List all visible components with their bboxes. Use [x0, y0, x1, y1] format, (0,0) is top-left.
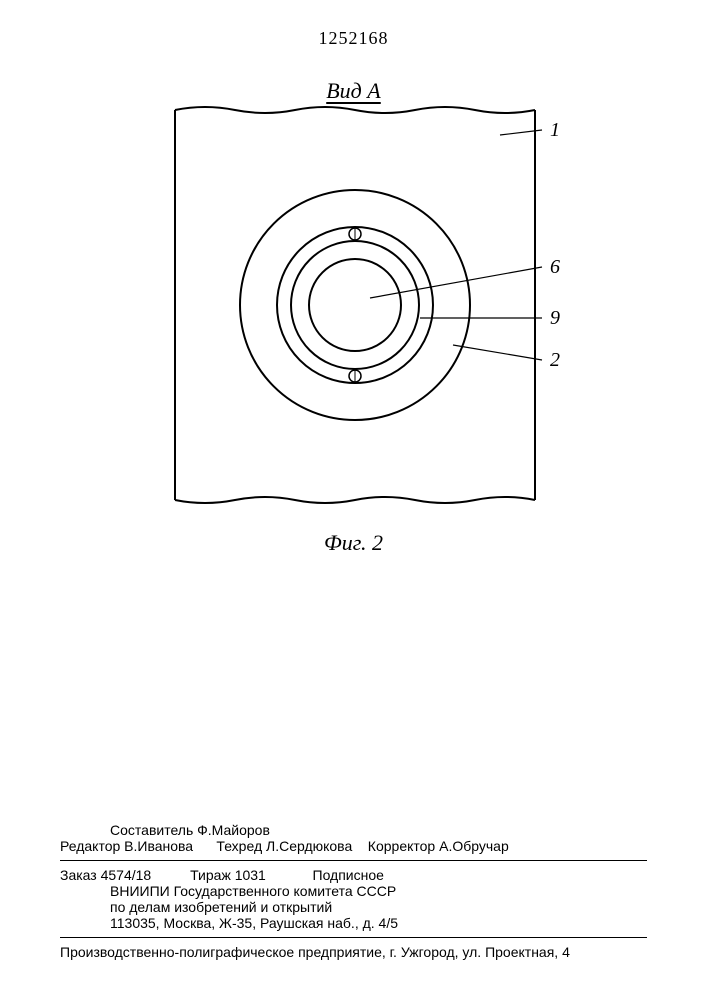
printer-line: Производственно-полиграфическое предприя…	[60, 944, 647, 960]
divider-1	[60, 860, 647, 861]
svg-text:2: 2	[550, 349, 560, 371]
figure-2: 1692	[145, 100, 565, 520]
address-line: 113035, Москва, Ж-35, Раушская наб., д. …	[60, 915, 647, 931]
svg-text:9: 9	[550, 307, 560, 329]
compiler-line: Составитель Ф.Майоров	[60, 822, 647, 838]
divider-2	[60, 937, 647, 938]
figure-svg: 1692	[145, 100, 565, 520]
svg-text:6: 6	[550, 256, 560, 278]
svg-text:1: 1	[550, 119, 560, 141]
footer-block: Составитель Ф.Майоров Редактор В.Иванова…	[60, 822, 647, 960]
org-line-1: ВНИИПИ Государственного комитета СССР	[60, 883, 647, 899]
figure-caption: Фиг. 2	[0, 530, 707, 556]
org-line-2: по делам изобретений и открытий	[60, 899, 647, 915]
roles-line: Редактор В.Иванова Техред Л.Сердюкова Ко…	[60, 838, 647, 854]
document-number: 1252168	[0, 28, 707, 49]
order-line: Заказ 4574/18 Тираж 1031 Подписное	[60, 867, 647, 883]
